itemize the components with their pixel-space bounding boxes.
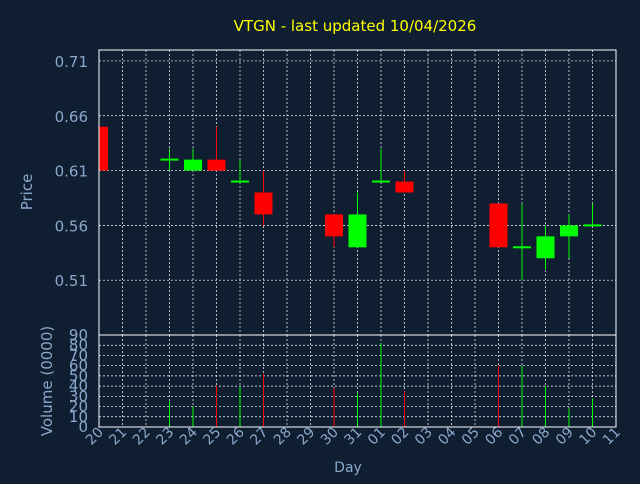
price-tick-label: 0.71: [55, 53, 88, 71]
volume-tick-label: 10: [69, 408, 88, 426]
candle-body: [560, 225, 578, 237]
volume-tick-label: 0: [78, 418, 88, 436]
candle-body: [254, 192, 273, 215]
x-tick-labels: 20 21 22 23 24 25 26 27 28 29 30 31 01 02 03 04 05 06 07 08…: [83, 424, 624, 448]
candle-body: [513, 246, 531, 249]
chart-title: VTGN - last updated 10/04/2026: [234, 17, 477, 35]
volume-bars: [169, 343, 593, 427]
candle-body: [99, 126, 108, 171]
candle-31: [348, 192, 367, 248]
candle-body: [348, 214, 367, 248]
candle-23: [160, 148, 179, 171]
price-tick-label: 0.51: [55, 272, 88, 290]
candle-body: [489, 203, 508, 248]
candle-30: [325, 214, 343, 248]
price-tick-label: 0.56: [55, 217, 88, 235]
price-tick-label: 0.66: [55, 108, 88, 126]
candle-body: [231, 180, 249, 183]
candle-27: [254, 170, 273, 226]
candle-20: [98, 126, 108, 171]
candle-26: [231, 159, 249, 183]
candle-body: [160, 158, 179, 161]
candle-06: [489, 203, 508, 248]
x-axis-label: Day: [334, 460, 362, 476]
volume-axis-label: Volume (0000): [38, 326, 56, 436]
candle-body: [372, 180, 390, 183]
volume-tick-label: 80: [69, 336, 88, 354]
volume-tick-label: 20: [69, 398, 88, 416]
candle-24: [184, 148, 202, 171]
price-tick-label: 0.61: [55, 163, 88, 181]
candle-body: [536, 236, 555, 259]
candle-08: [536, 225, 555, 270]
volume-tick-label: 60: [69, 357, 88, 375]
candle-09: [560, 214, 578, 259]
candle-body: [583, 224, 602, 227]
candle-25: [207, 126, 226, 171]
candle-body: [184, 159, 202, 171]
volume-tick-label: 90: [69, 326, 88, 344]
candle-body: [395, 181, 414, 193]
candle-02: [395, 170, 414, 193]
price-axis-label: Price: [18, 174, 36, 211]
candle-07: [513, 203, 531, 281]
price-tick-labels: 0.51 0.56 0.61 0.66 0.71: [55, 53, 88, 290]
candle-01: [372, 148, 390, 183]
candle-body: [207, 159, 226, 171]
candle-body: [325, 214, 343, 237]
volume-tick-label: 30: [69, 387, 88, 405]
volume-tick-label: 50: [69, 367, 88, 385]
volume-tick-label: 70: [69, 346, 88, 364]
volume-panel-frame: [98, 334, 617, 428]
volume-tick-label: 40: [69, 377, 88, 395]
candles: [98, 126, 602, 281]
candle-10: [583, 203, 602, 227]
